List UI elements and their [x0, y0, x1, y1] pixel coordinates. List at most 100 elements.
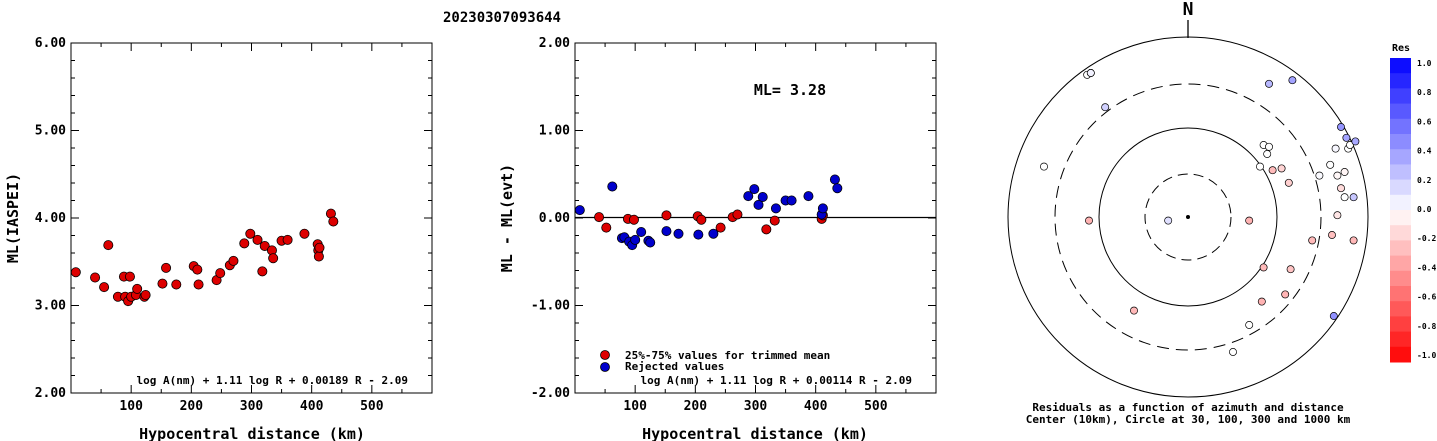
x-tick-label: 100 [623, 399, 647, 414]
colorbar-cell [1390, 103, 1411, 120]
colorbar-cell [1390, 210, 1411, 226]
station-point [1315, 171, 1324, 180]
colorbar-cell [1390, 73, 1411, 89]
legend-marker-rejected [600, 362, 610, 372]
colorbar-cell [1390, 240, 1411, 257]
station-point [1086, 69, 1095, 77]
y-tick-label: 1.00 [539, 124, 570, 139]
legend-marker-trimmed [600, 350, 610, 360]
station-point [1340, 168, 1349, 176]
station-point [1284, 178, 1293, 187]
y-axis-label: ML(IASPEI) [4, 173, 22, 263]
colorbar-cell [1390, 194, 1411, 211]
colorbar-cell [1390, 164, 1411, 181]
trimmed-point [761, 224, 772, 235]
rejected-point [786, 195, 797, 206]
rejected-point [693, 229, 704, 240]
data-point [70, 267, 81, 278]
colorbar-cell [1390, 179, 1411, 196]
trimmed-point [601, 222, 612, 233]
y-tick-label: 6.00 [35, 36, 66, 51]
x-tick-label: 400 [804, 399, 828, 414]
x-tick-label: 500 [360, 399, 384, 414]
x-tick-label: 300 [744, 399, 768, 414]
rejected-point [743, 191, 754, 202]
legend-label-trimmed: 25%-75% values for trimmed mean [625, 349, 830, 362]
station-point [1164, 216, 1173, 225]
y-tick-label: 3.00 [35, 299, 66, 314]
rejected-point [708, 228, 719, 239]
rejected-point [607, 181, 618, 192]
station-point [1245, 321, 1254, 329]
formula-label: log A(nm) + 1.11 log R + 0.00114 R - 2.0… [640, 374, 912, 387]
colorbar-cell [1390, 286, 1411, 302]
colorbar-tick-label: -0.2 [1417, 234, 1436, 243]
data-point [257, 266, 268, 277]
colorbar-cell [1390, 118, 1411, 135]
colorbar-cell [1390, 316, 1411, 333]
colorbar-cell [1390, 58, 1411, 74]
station-point [1281, 290, 1290, 299]
x-axis-label: Hypocentral distance (km) [642, 425, 868, 441]
station-point [1328, 231, 1336, 239]
rejected-point [817, 203, 828, 214]
colorbar-title: Res [1392, 43, 1410, 54]
north-label: N [1183, 0, 1194, 20]
data-point [328, 216, 339, 227]
station-point [1349, 236, 1358, 245]
colorbar-cell [1390, 134, 1411, 150]
rejected-point [753, 199, 764, 210]
station-point [1351, 137, 1360, 146]
trimmed-point [715, 222, 726, 233]
rejected-point [749, 184, 760, 195]
y-tick-label: -2.00 [531, 386, 570, 401]
rejected-point [770, 203, 781, 214]
colorbar-tick-label: -0.4 [1417, 263, 1436, 272]
legend-label-rejected: Rejected values [625, 360, 724, 373]
magnitude-vs-distance-chart: 2.00 3.00 4.00 5.00 6.00 100 200 300 400 500 Hyp… [4, 36, 433, 441]
trimmed-point [628, 214, 639, 225]
colorbar-tick-label: -0.6 [1417, 293, 1436, 302]
station-point [1040, 162, 1048, 171]
station-point [1340, 193, 1349, 202]
circle-1000km [1007, 36, 1369, 398]
rejected-point [673, 228, 684, 239]
colorbar-tick-label: 1.0 [1417, 59, 1432, 68]
station-point [1342, 133, 1351, 142]
y-tick-label: 2.00 [35, 386, 66, 401]
y-tick-label: 4.00 [35, 211, 66, 226]
plot-frame [70, 42, 433, 394]
residual-colorbar: Res 1.0 0.8 0.6 0.4 0.2 0.0 -0.2 -0.4 -0.6 -0.8 -1… [1390, 43, 1436, 363]
data-point [252, 234, 263, 245]
station-point [1326, 160, 1335, 169]
data-point [239, 238, 250, 249]
data-point [90, 272, 101, 283]
rejected-point [832, 183, 843, 194]
x-tick-label: 300 [240, 399, 264, 414]
formula-label: log A(nm) + 1.11 log R + 0.00189 R - 2.0… [136, 374, 408, 387]
colorbar-cell [1390, 88, 1411, 105]
data-point [314, 242, 325, 253]
rejected-point [803, 191, 814, 202]
station-point [1256, 162, 1264, 171]
data-point [161, 262, 172, 273]
station-point [1277, 164, 1286, 173]
station-point [1085, 216, 1093, 225]
y-tick-label: 2.00 [539, 36, 570, 51]
station-point [1337, 123, 1345, 131]
residual-vs-distance-chart: -2.00 -1.00 0.00 1.00 2.00 100 200 300 400 500 M… [498, 36, 937, 441]
x-tick-label: 200 [684, 399, 708, 414]
data-point [124, 271, 135, 282]
station-point [1346, 141, 1354, 149]
station-point [1331, 144, 1340, 153]
center-marker [1186, 215, 1190, 219]
data-point [132, 283, 143, 294]
rejected-point [645, 237, 656, 248]
ml-value: ML= 3.28 [754, 81, 826, 99]
data-point [171, 279, 182, 290]
station-point [1308, 236, 1317, 245]
data-point [157, 278, 168, 289]
rejected-point [661, 226, 672, 237]
station-point [1263, 150, 1272, 158]
